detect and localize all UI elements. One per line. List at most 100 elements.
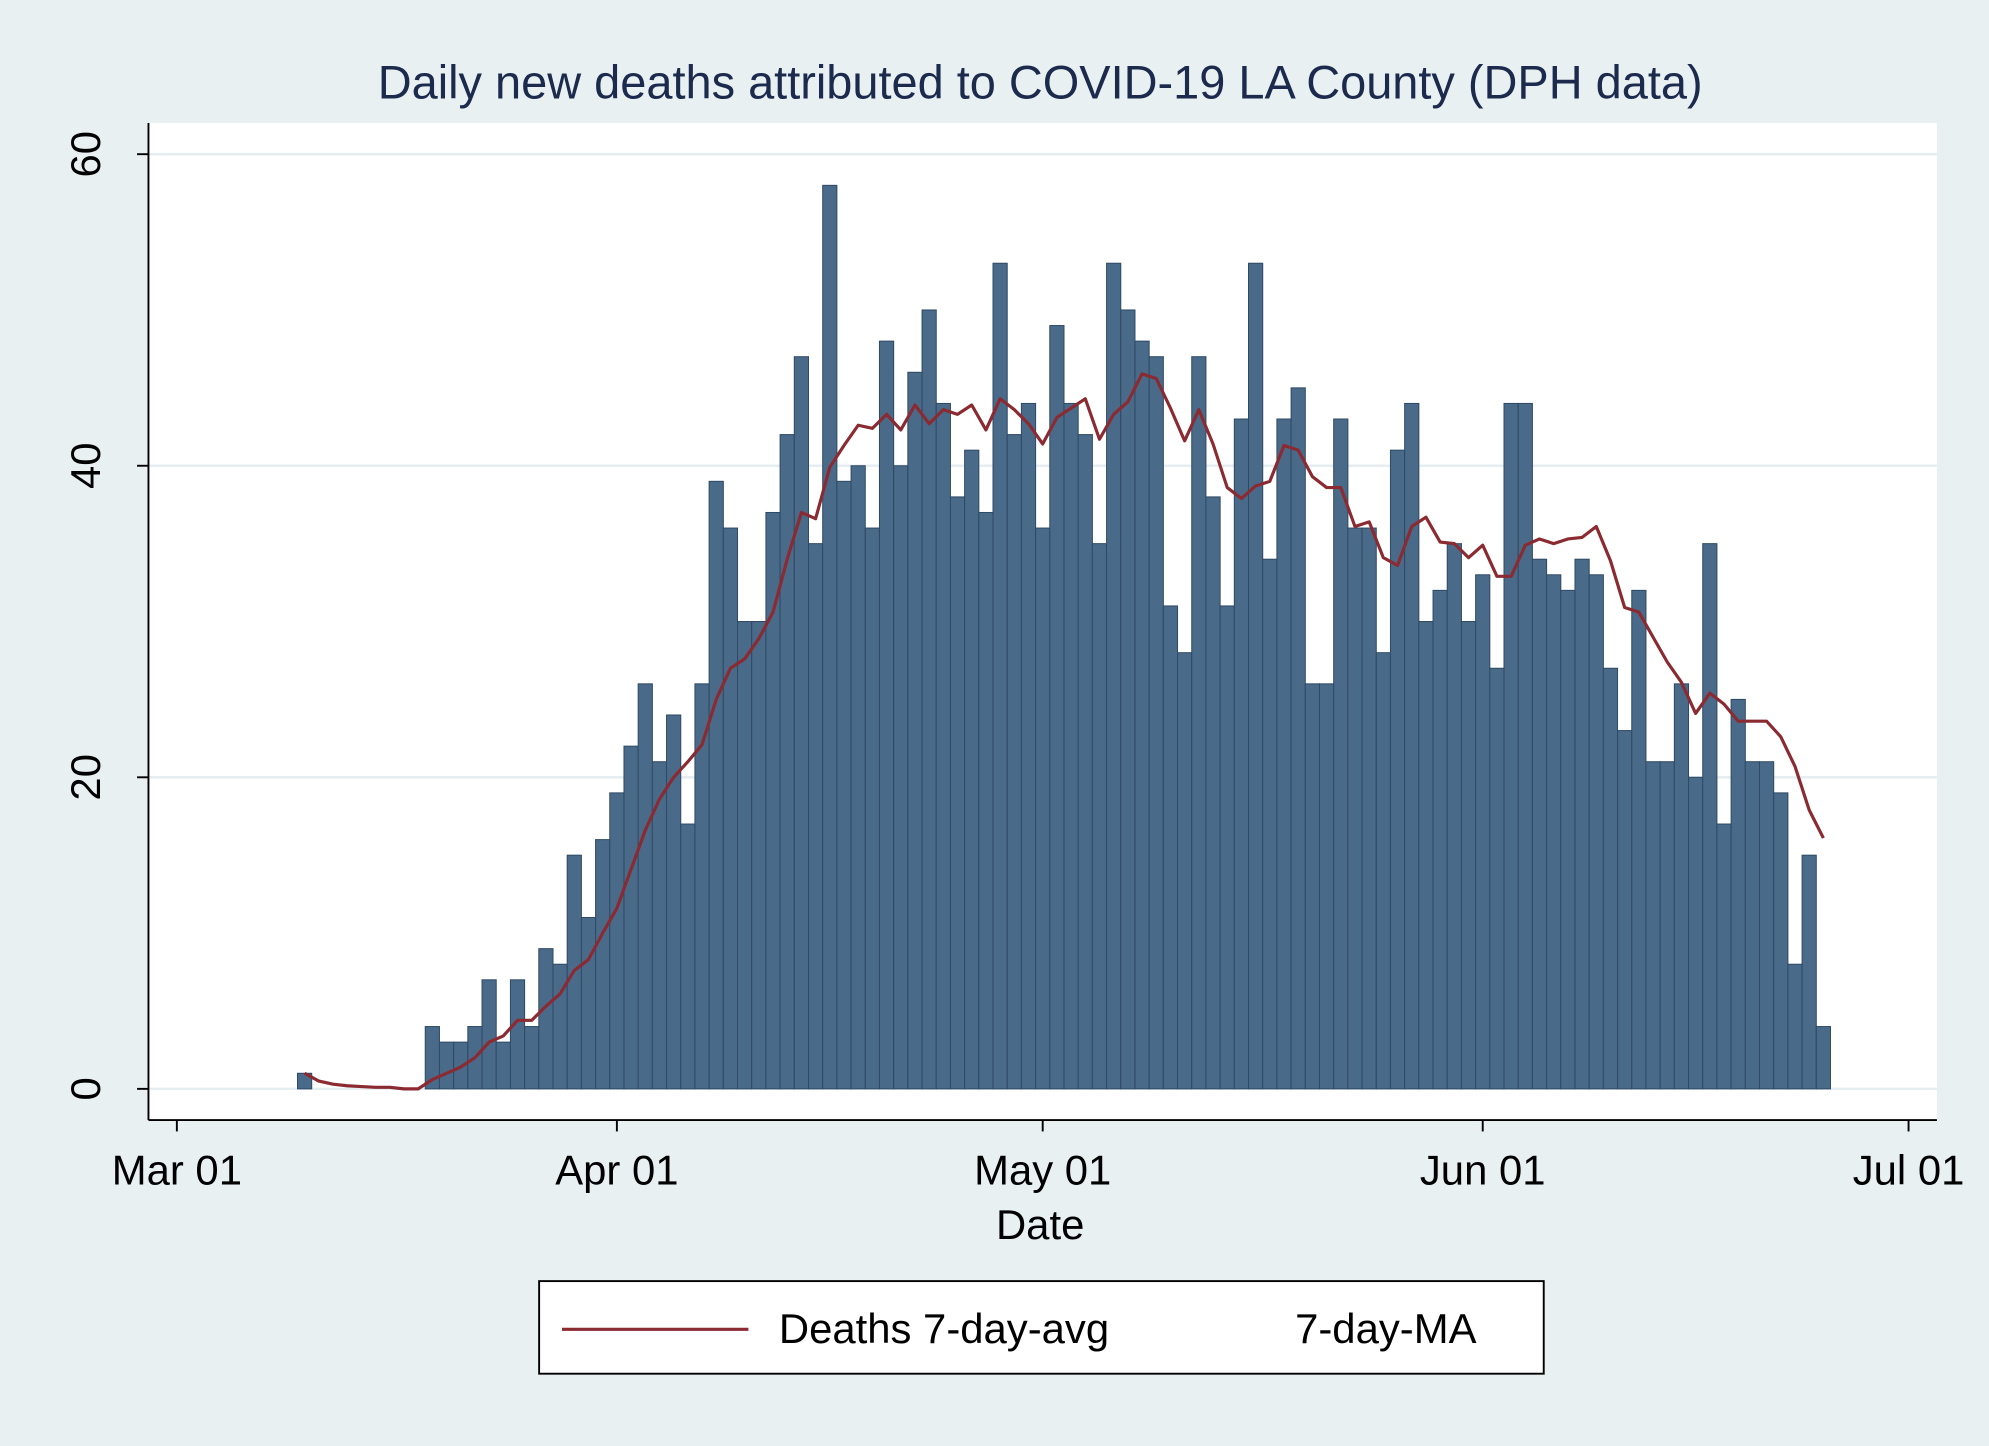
bar — [481, 979, 497, 1090]
bar — [1588, 574, 1604, 1090]
bar — [580, 916, 597, 1090]
x-tick-label: May 01 — [974, 1146, 1111, 1193]
bar — [1716, 823, 1732, 1090]
bar — [921, 309, 937, 1090]
bar — [623, 745, 639, 1090]
bar — [1233, 418, 1250, 1090]
bar — [1389, 449, 1406, 1090]
bar — [1248, 262, 1264, 1090]
bar — [1006, 434, 1022, 1090]
bar — [296, 1072, 313, 1090]
bar — [708, 480, 724, 1090]
bar — [1475, 574, 1491, 1090]
legend: Deaths 7-day-avg 7-day-MA — [538, 1280, 1545, 1375]
bar — [1091, 543, 1108, 1090]
bar — [1801, 854, 1817, 1090]
bar — [1276, 418, 1292, 1090]
bar — [1205, 496, 1221, 1090]
bar — [1404, 402, 1420, 1090]
bar — [793, 356, 810, 1090]
bar — [1503, 402, 1519, 1090]
bar — [1262, 558, 1278, 1090]
x-axis-title: Date — [996, 1201, 1084, 1248]
bar — [1773, 792, 1789, 1090]
bar — [1304, 683, 1320, 1090]
bar — [850, 465, 866, 1090]
bar — [1659, 761, 1675, 1090]
bar — [524, 1026, 540, 1090]
bar — [1787, 963, 1803, 1090]
bar — [907, 371, 923, 1090]
bar — [680, 823, 696, 1090]
bar — [1574, 558, 1590, 1090]
bar — [1049, 325, 1065, 1090]
bar — [949, 496, 966, 1090]
bar — [1020, 402, 1037, 1090]
legend-label: Deaths 7-day-avg — [779, 1305, 1109, 1352]
legend-box — [538, 1280, 1545, 1375]
y-tick-label: 20 — [62, 754, 109, 801]
bar — [1602, 667, 1619, 1090]
y-tick-label: 40 — [62, 442, 109, 489]
bar — [1333, 418, 1349, 1090]
line — [303, 372, 1825, 1091]
bar — [1517, 402, 1533, 1090]
bar — [495, 1041, 511, 1090]
bar — [1418, 621, 1434, 1090]
bar — [1035, 527, 1051, 1090]
bar — [1531, 558, 1548, 1090]
bar — [1219, 605, 1235, 1090]
y-tick-label: 60 — [62, 131, 109, 178]
bar — [1560, 589, 1576, 1090]
x-tick-label: Apr 01 — [555, 1146, 678, 1193]
bar — [964, 449, 980, 1090]
bar — [1546, 574, 1562, 1090]
bar — [1077, 434, 1093, 1090]
bar — [1744, 761, 1761, 1090]
bar — [1063, 402, 1079, 1090]
bar — [1645, 761, 1661, 1090]
bar — [1815, 1026, 1831, 1090]
bar — [1191, 356, 1207, 1090]
axis-labels: 0 20 40 60 Mar 01 Apr 01 May 01 Jun 01 Jul 01 — [62, 131, 1964, 1193]
bar — [935, 402, 951, 1090]
bar — [595, 839, 611, 1090]
bar — [438, 1041, 455, 1090]
bar — [538, 948, 554, 1090]
y-tick-label: 0 — [62, 1077, 109, 1100]
bar — [1318, 683, 1335, 1090]
bar — [836, 480, 852, 1090]
bar — [1347, 527, 1363, 1090]
bar — [878, 340, 895, 1090]
bar — [1134, 340, 1150, 1090]
bar — [1162, 605, 1179, 1090]
bar — [1688, 776, 1704, 1090]
bar — [1617, 730, 1633, 1090]
bar — [637, 683, 653, 1090]
bar — [1460, 621, 1477, 1090]
bar — [1702, 543, 1718, 1090]
bar — [864, 527, 880, 1090]
bar — [1106, 262, 1122, 1090]
bar — [992, 262, 1008, 1090]
x-tick-label: Jul 01 — [1853, 1146, 1965, 1193]
bar — [722, 527, 739, 1090]
bar — [737, 621, 753, 1090]
bar — [609, 792, 625, 1090]
bar — [1432, 589, 1448, 1090]
bar — [1730, 698, 1746, 1090]
chart-title: Daily new deaths attributed to COVID-19 … — [378, 57, 1703, 109]
legend-label: 7-day-MA — [1295, 1305, 1476, 1352]
bar — [1673, 683, 1690, 1090]
x-tick-label: Jun 01 — [1420, 1146, 1546, 1193]
marks — [296, 184, 1831, 1091]
bar — [1177, 652, 1193, 1090]
bar — [1489, 667, 1505, 1090]
bar — [1120, 309, 1136, 1090]
bar — [1361, 527, 1377, 1090]
bar — [1631, 589, 1647, 1090]
bar — [1290, 387, 1306, 1090]
bar — [1446, 543, 1462, 1090]
